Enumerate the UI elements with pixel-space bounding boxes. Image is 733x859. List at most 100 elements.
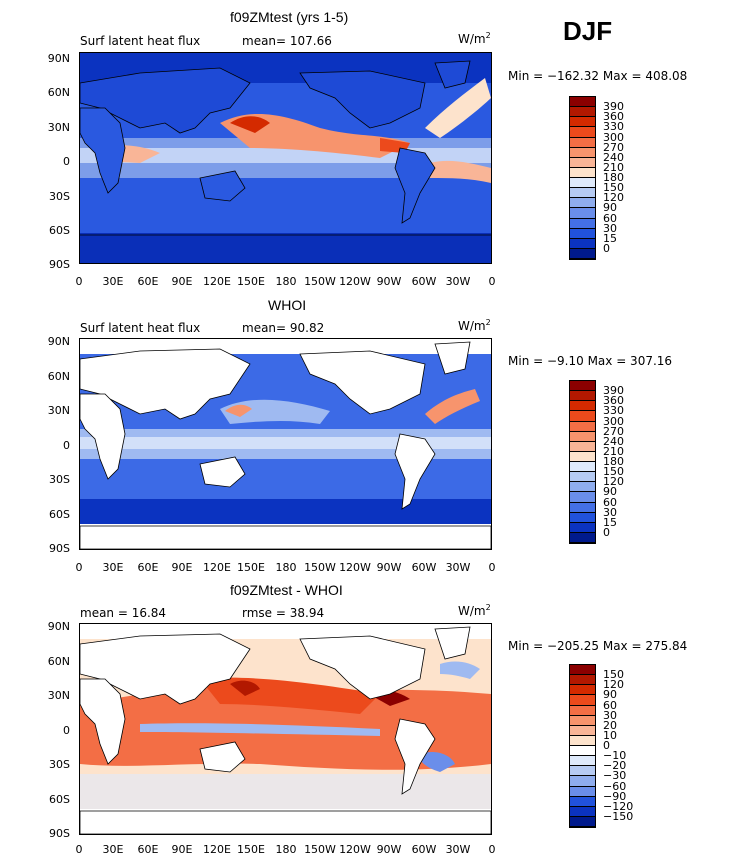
colorbar-swatch: [570, 735, 595, 746]
colorbar-label: 30: [603, 221, 617, 235]
p1-lat-60s: 60S: [49, 224, 70, 237]
colorbar-swatch: [570, 228, 595, 239]
p1-lon-120w: 120W: [339, 275, 371, 288]
colorbar-label: 10: [603, 728, 617, 742]
colorbar-label: 180: [603, 455, 624, 468]
p3-lon-150w: 150W: [304, 843, 336, 856]
p2-lat-60s: 60S: [49, 508, 70, 521]
colorbar-label: 180: [603, 171, 624, 184]
panel-3-title: f09ZMtest - WHOI: [230, 582, 343, 598]
panel-3-map: [79, 623, 492, 835]
colorbar-label: 150: [603, 181, 624, 195]
colorbar-label: 30: [603, 708, 617, 722]
p3-lon-90w: 90W: [376, 843, 402, 856]
p2-lat-30s: 30S: [49, 473, 70, 486]
p2-lon-180: 180: [275, 561, 297, 574]
colorbar-label: 300: [603, 414, 624, 428]
colorbar-label: 120: [603, 678, 624, 692]
colorbar-swatch: [570, 776, 595, 787]
colorbar-swatch: [570, 675, 595, 686]
colorbar-swatch: [570, 248, 595, 259]
panel-1-map: [79, 52, 492, 264]
colorbar-label: 270: [603, 424, 624, 438]
colorbar-label: 15: [603, 515, 617, 529]
panel-2-title: WHOI: [268, 297, 307, 313]
colorbar-swatch: [570, 695, 595, 706]
p1-lon-60e: 60E: [137, 275, 159, 288]
australia-outline: [199, 456, 246, 488]
colorbar-swatch: [570, 665, 595, 676]
colorbar-swatch: [570, 117, 595, 128]
colorbar-swatch: [570, 381, 595, 392]
panel-1-title: f09ZMtest (yrs 1-5): [230, 9, 349, 25]
p2-lat-60n: 60N: [47, 370, 70, 383]
north-america-outline: [299, 70, 426, 129]
colorbar-swatch: [570, 492, 595, 503]
colorbar-label: −90: [603, 789, 627, 803]
panel-1-units: W/m2: [458, 31, 491, 46]
p1-lat-30n: 30N: [47, 121, 70, 134]
p2-lon-0-end: 0: [488, 561, 496, 574]
colorbar-label: 150: [603, 465, 624, 479]
panel-1-mean-label: mean= 107.66: [242, 34, 332, 48]
p1-lon-30e: 30E: [102, 275, 124, 288]
colorbar-swatch: [570, 147, 595, 158]
p3-lat-0: 0: [63, 724, 70, 737]
colorbar-swatch: [570, 451, 595, 462]
p2-lon-30w: 30W: [445, 561, 471, 574]
p1-lat-60n: 60N: [47, 86, 70, 99]
colorbar-label: 60: [603, 495, 617, 509]
south-america-outline: [394, 718, 436, 795]
p2-lon-120w: 120W: [339, 561, 371, 574]
colorbar-label: 210: [603, 160, 624, 174]
greenland-outline: [434, 626, 471, 660]
colorbar-label: 90: [603, 201, 617, 215]
p2-lon-120e: 120E: [203, 561, 231, 574]
colorbar-swatch: [570, 502, 595, 513]
panel-3-minmax: Min = −205.25 Max = 275.84: [508, 639, 688, 653]
colorbar-label: 60: [603, 698, 617, 712]
panel-2-minmax: Min = −9.10 Max = 307.16: [508, 354, 673, 368]
p3-lat-90n: 90N: [47, 620, 70, 633]
colorbar-swatch: [570, 685, 595, 696]
africa-outline: [80, 393, 126, 480]
p1-lon-90w: 90W: [376, 275, 402, 288]
p1-lon-90e: 90E: [171, 275, 193, 288]
colorbar-label: 330: [603, 404, 624, 418]
colorbar-swatch: [570, 462, 595, 473]
p3-lon-120w: 120W: [339, 843, 371, 856]
colorbar-label: −20: [603, 759, 627, 773]
p1-lat-30s: 30S: [49, 190, 70, 203]
colorbar-label: 390: [603, 100, 624, 114]
panel-2-map: [79, 338, 492, 550]
season-label: DJF: [563, 16, 613, 46]
p2-lon-60e: 60E: [137, 561, 159, 574]
p3-lat-30s: 30S: [49, 758, 70, 771]
greenland-outline: [434, 341, 471, 375]
colorbar-swatch: [570, 421, 595, 432]
colorbar-swatch: [570, 806, 595, 817]
p2-lon-150w: 150W: [304, 561, 336, 574]
colorbar-swatch: [570, 97, 595, 108]
colorbar-swatch: [570, 188, 595, 199]
colorbar-label: 240: [603, 150, 624, 164]
colorbar-swatch: [570, 127, 595, 138]
p1-lon-0-end: 0: [488, 275, 496, 288]
colorbar-label: 150: [603, 668, 624, 682]
colorbar-swatch: [570, 441, 595, 452]
antarctica-outline: [80, 810, 491, 834]
p1-lon-60w: 60W: [411, 275, 437, 288]
p1-lon-120e: 120E: [203, 275, 231, 288]
colorbar-swatch: [570, 705, 595, 716]
p2-lat-90s: 90S: [49, 542, 70, 555]
colorbar-swatch: [570, 411, 595, 422]
colorbar-swatch: [570, 816, 595, 827]
colorbar-label: 390: [603, 384, 624, 398]
p3-lon-120e: 120E: [203, 843, 231, 856]
panel-2-colorbar: [569, 380, 596, 544]
colorbar-swatch: [570, 482, 595, 493]
p3-lon-60e: 60E: [137, 843, 159, 856]
colorbar-swatch: [570, 512, 595, 523]
colorbar-swatch: [570, 208, 595, 219]
colorbar-swatch: [570, 472, 595, 483]
